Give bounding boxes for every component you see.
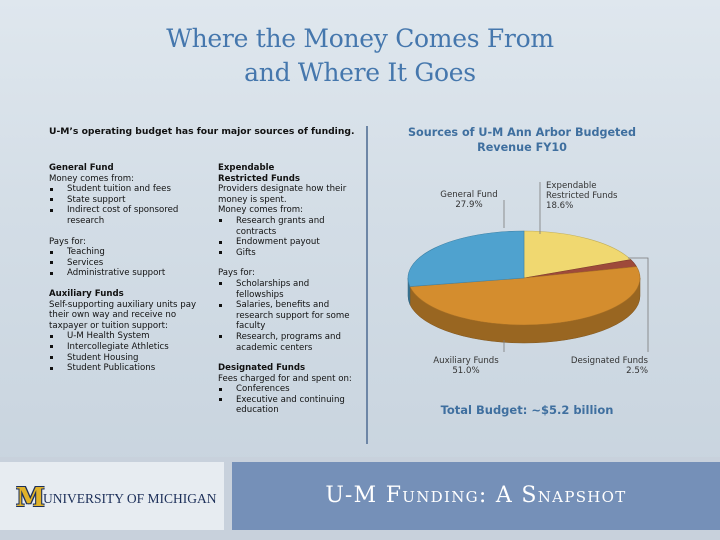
intro-text: U-M’s operating budget has four major so… — [49, 126, 355, 137]
list-item: Executive and continuing education — [218, 395, 354, 416]
leader-line-designated — [628, 257, 649, 352]
list-item: State support — [49, 195, 209, 206]
expendable-description: Providers designate how their money is s… — [218, 184, 347, 205]
pie-slice-expendable — [523, 230, 632, 279]
slice-value-designated: 2.5% — [626, 366, 648, 376]
total-budget: Total Budget: ~$5.2 billion — [440, 403, 614, 417]
middle-column: Expendable Restricted Funds Providers de… — [218, 163, 354, 416]
pie-slice-auxiliary — [409, 266, 641, 326]
left-column: General Fund Money comes from: Student t… — [49, 163, 209, 374]
auxiliary-funds-description: Self-supporting auxiliary units pay thei… — [49, 299, 197, 331]
pie-top — [407, 230, 641, 326]
chart-title-line2: Revenue FY10 — [477, 141, 567, 154]
slice-label-general: General Fund 27.9% — [437, 190, 501, 210]
expendable-pays-for-label: Pays for: — [218, 268, 255, 279]
list-item: Endowment payout — [218, 237, 354, 248]
general-fund-pays-for-label: Pays for: — [49, 236, 86, 247]
list-item: U-M Health System — [49, 331, 209, 342]
slice-label-designated: Designated Funds 2.5% — [566, 356, 648, 376]
slice-label-designated-line1: Designated Funds — [570, 356, 648, 366]
slice-value-expendable: 18.6% — [546, 201, 574, 211]
pie-slice-general — [407, 230, 525, 287]
column-divider — [366, 126, 368, 444]
pie-leader-lines — [503, 182, 649, 352]
expendable-pays-for-list: Scholarships and fellowships Salaries, b… — [218, 279, 354, 353]
list-item: Intercollegiate Athletics — [49, 342, 209, 353]
expendable-heading-line1: Expendable — [218, 163, 275, 173]
chart-title: Sources of U-M Ann Arbor Budgeted Revenu… — [382, 125, 662, 155]
general-fund-pays-for-list: Teaching Services Administrative support — [49, 247, 209, 279]
auxiliary-funds-list: U-M Health System Intercollegiate Athlet… — [49, 331, 209, 373]
list-item: Salaries, benefits and research support … — [218, 300, 354, 332]
slice-label-general-line1: General Fund — [440, 190, 498, 200]
list-item: Research grants and contracts — [218, 216, 354, 237]
list-item: Scholarships and fellowships — [218, 279, 354, 300]
expendable-sources-list: Research grants and contracts Endowment … — [218, 216, 354, 258]
slice-label-auxiliary: Auxiliary Funds 51.0% — [428, 356, 504, 376]
slice-label-auxiliary-line1: Auxiliary Funds — [433, 356, 499, 366]
general-fund-heading: General Fund — [49, 163, 114, 173]
slice-label-expendable-line2: Restricted Funds — [546, 191, 618, 201]
list-item: Indirect cost of sponsored research — [49, 205, 209, 226]
designated-funds-list: Conferences Executive and continuing edu… — [218, 384, 354, 416]
list-item: Conferences — [218, 384, 354, 395]
designated-funds-description: Fees charged for and spent on: — [218, 373, 352, 384]
expendable-money-from-label: Money comes from: — [218, 205, 303, 216]
university-logo: M UNIVERSITY OF MICHIGAN — [16, 484, 226, 512]
footer-title-panel — [232, 462, 720, 530]
list-item: Services — [49, 258, 209, 269]
footer-title: U-M Funding: A Snapshot — [325, 483, 627, 508]
list-item: Student tuition and fees — [49, 184, 209, 195]
list-item: Gifts — [218, 248, 354, 259]
designated-funds-heading: Designated Funds — [218, 363, 306, 374]
slide-title-line2: and Where It Goes — [244, 58, 476, 87]
list-item: Administrative support — [49, 268, 209, 279]
auxiliary-funds-heading: Auxiliary Funds — [49, 288, 124, 299]
list-item: Student Publications — [49, 363, 209, 374]
slice-value-auxiliary: 51.0% — [452, 366, 480, 376]
footer-logo-panel — [0, 462, 224, 530]
slide-title: Where the Money Comes From and Where It … — [0, 22, 720, 90]
list-item: Student Housing — [49, 353, 209, 364]
chart-title-line1: Sources of U-M Ann Arbor Budgeted — [407, 126, 636, 139]
logo-text: UNIVERSITY OF MICHIGAN — [43, 491, 217, 506]
block-m-logo: M — [16, 483, 45, 513]
general-fund-sources-list: Student tuition and fees State support I… — [49, 184, 209, 226]
slide-title-line1: Where the Money Comes From — [166, 24, 554, 53]
list-item: Research, programs and academic centers — [218, 332, 354, 353]
slice-label-expendable: Expendable Restricted Funds 18.6% — [546, 181, 618, 211]
expendable-heading-line2: Restricted Funds — [218, 173, 300, 184]
list-item: Teaching — [49, 247, 209, 258]
slice-value-general: 27.9% — [455, 200, 483, 210]
general-fund-money-from-label: Money comes from: — [49, 173, 134, 184]
slice-label-expendable-line1: Expendable — [546, 181, 597, 191]
